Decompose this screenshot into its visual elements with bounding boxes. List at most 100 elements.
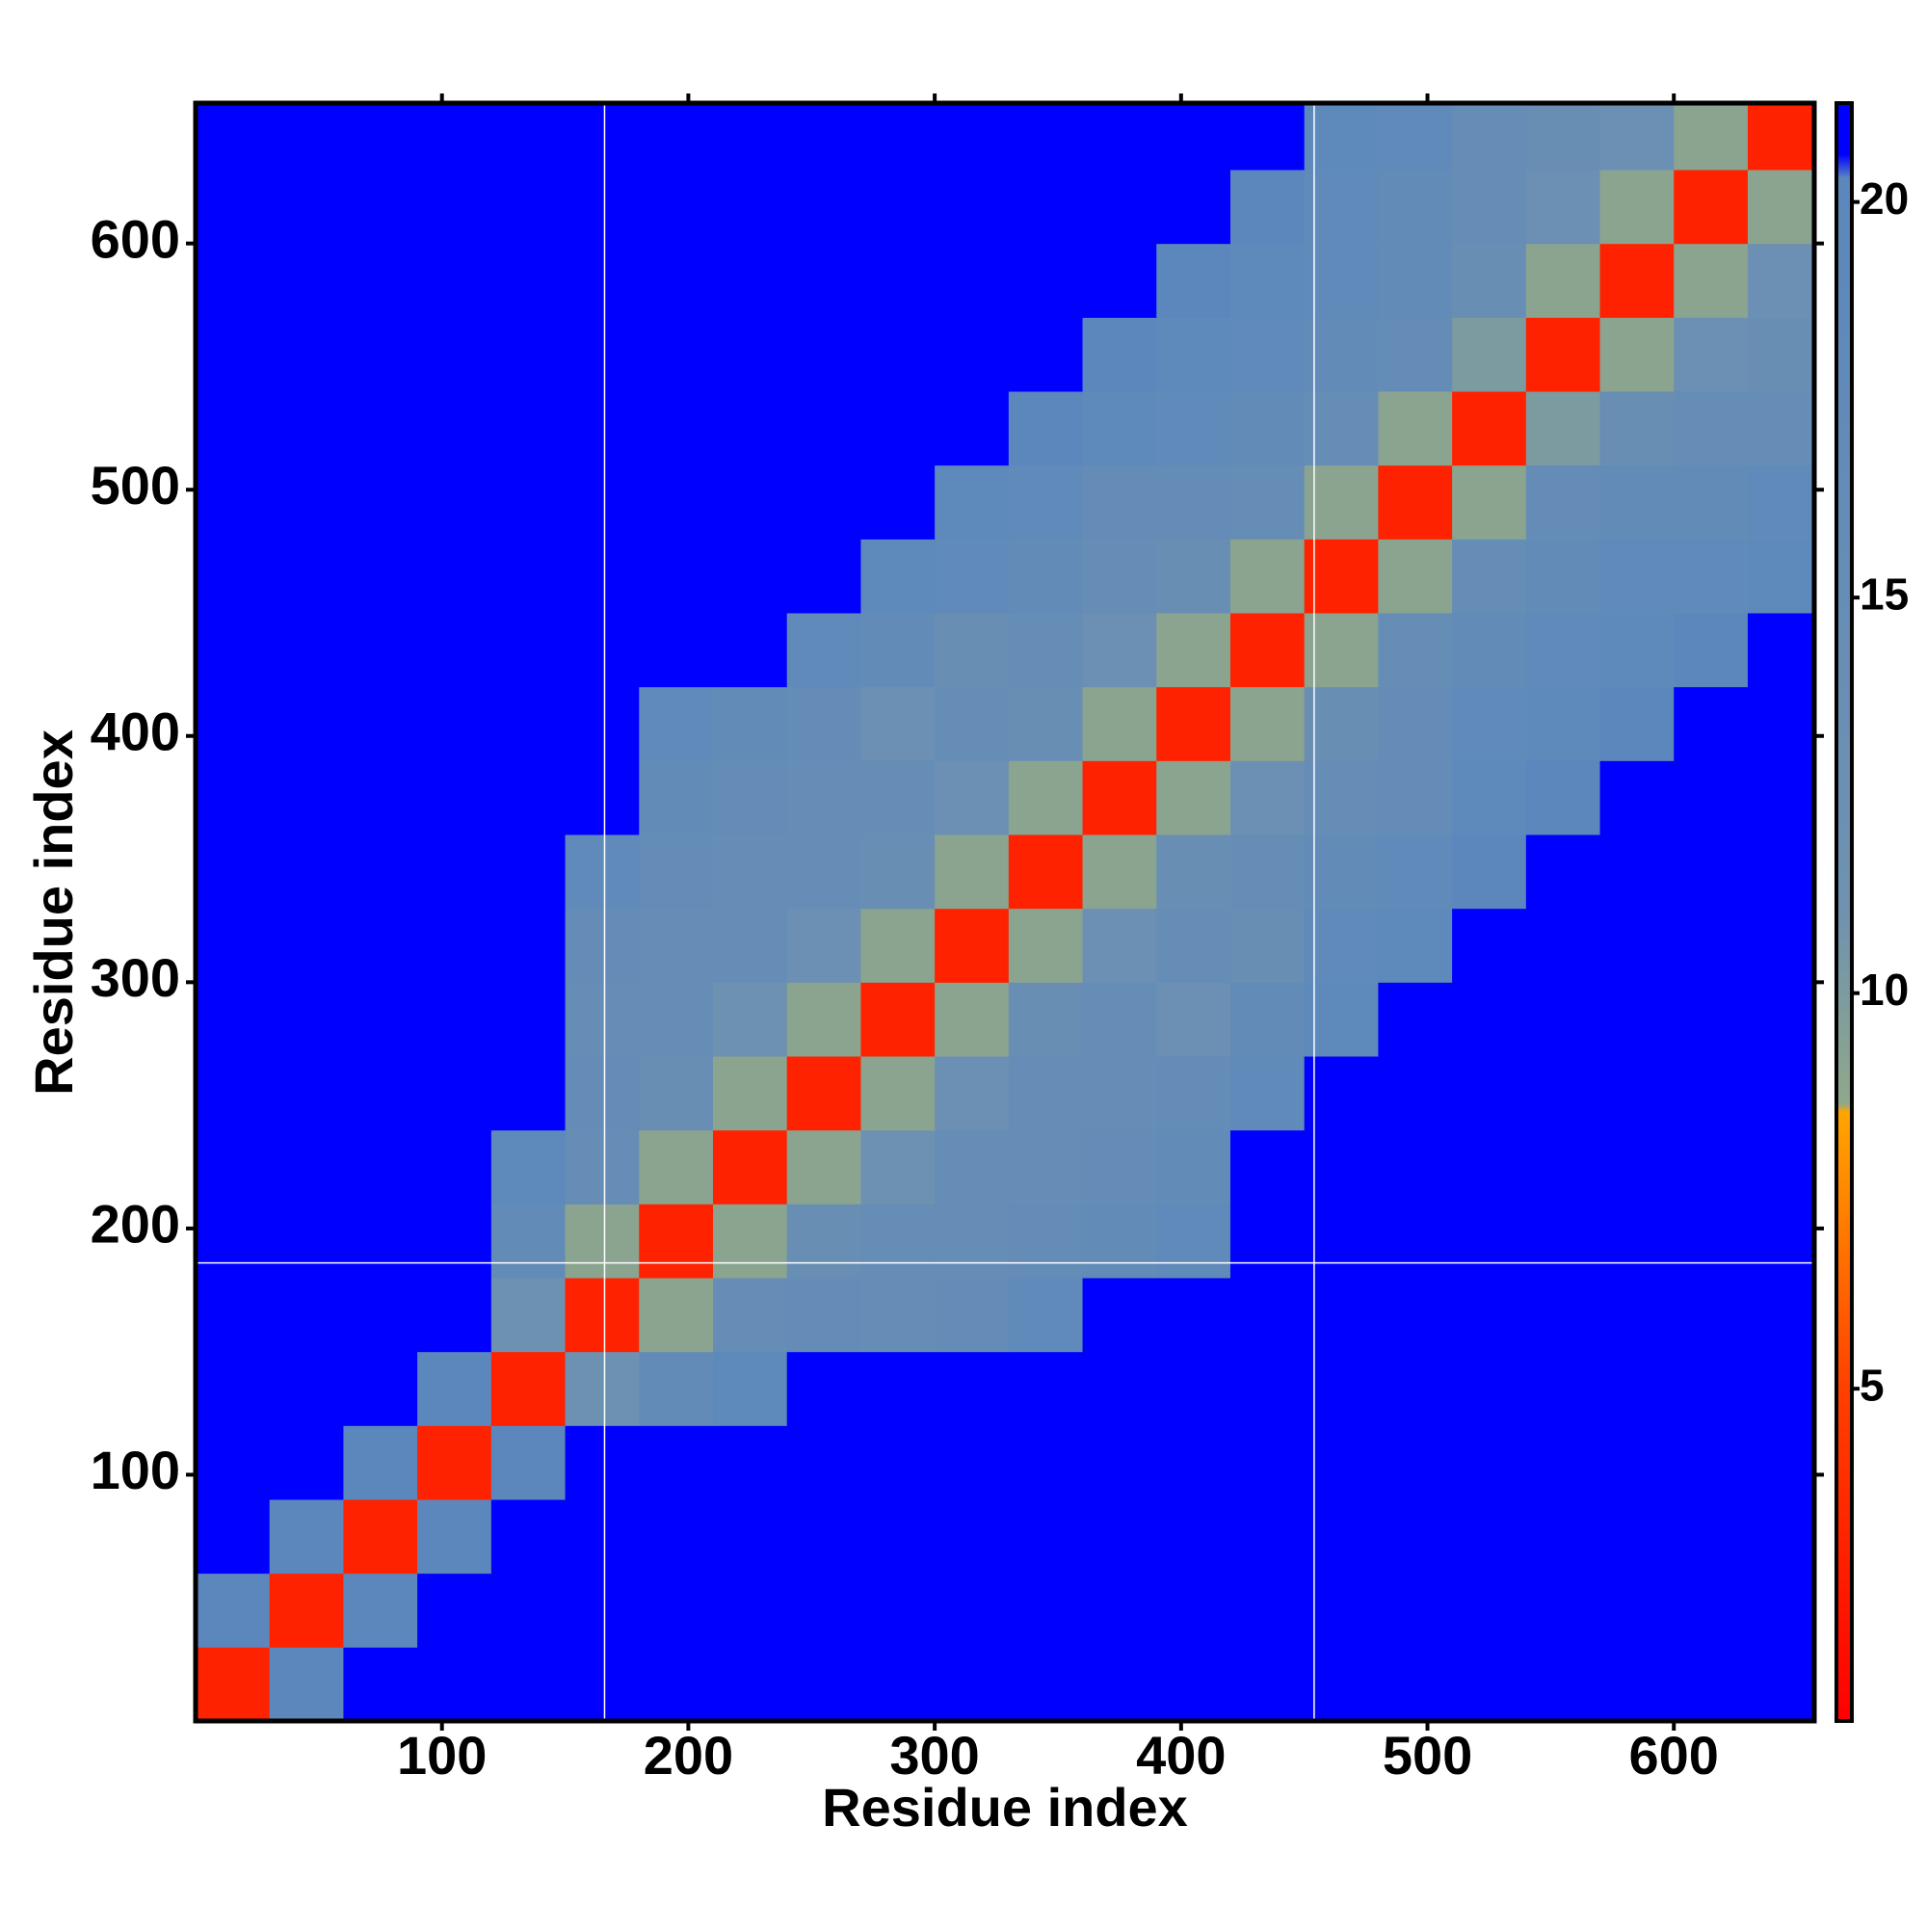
cell: [1378, 243, 1453, 318]
cell: [1747, 170, 1814, 245]
cell: [269, 1573, 344, 1648]
cell: [712, 1129, 788, 1204]
cell: [1525, 908, 1601, 983]
cell: [1674, 464, 1749, 540]
cell: [565, 613, 640, 688]
cell: [1229, 539, 1306, 614]
cell: [490, 1129, 567, 1204]
cell: [786, 1647, 861, 1721]
cell: [1525, 464, 1601, 540]
cell: [196, 908, 271, 983]
cell: [639, 1351, 714, 1426]
x-tick-label: 500: [1383, 1725, 1472, 1786]
cell: [639, 1056, 714, 1131]
cell: [712, 170, 788, 245]
cell: [935, 613, 1010, 688]
cell: [1304, 539, 1379, 614]
x-tick-label: 400: [1136, 1725, 1226, 1786]
cell: [1008, 317, 1084, 392]
cell: [343, 1204, 418, 1279]
cell: [490, 170, 567, 245]
cell: [1082, 539, 1157, 614]
cell: [1525, 539, 1601, 614]
cell: [1525, 982, 1601, 1057]
cell: [1747, 1056, 1814, 1131]
cell: [712, 243, 788, 318]
cell: [1452, 1278, 1527, 1353]
cell: [1599, 1278, 1675, 1353]
cell: [786, 1129, 861, 1204]
cell: [1378, 1278, 1453, 1353]
colorbar-tick-label: 15: [1860, 569, 1909, 619]
cell: [1156, 1573, 1231, 1648]
cell: [1156, 317, 1231, 392]
colorbar-tick-label: 20: [1860, 173, 1909, 224]
cell: [417, 1573, 492, 1648]
cell: [417, 317, 492, 392]
cell: [860, 391, 936, 466]
cell: [1082, 908, 1157, 983]
cell: [712, 760, 788, 835]
x-tick-label: 100: [397, 1725, 487, 1786]
cell: [490, 464, 567, 540]
cell: [1525, 317, 1601, 392]
cell: [1082, 1425, 1157, 1500]
cell: [1452, 539, 1527, 614]
cell: [1525, 1573, 1601, 1648]
cell: [1156, 1204, 1231, 1279]
cell: [269, 103, 344, 171]
cell: [1378, 464, 1453, 540]
cell: [1599, 613, 1675, 688]
cell: [1452, 1573, 1527, 1648]
cell: [196, 1573, 271, 1648]
cell: [565, 1425, 640, 1500]
cell: [417, 1647, 492, 1721]
cell: [269, 908, 344, 983]
colorbar-tick-label: 10: [1860, 965, 1909, 1015]
cell: [196, 1278, 271, 1353]
cell: [1229, 908, 1306, 983]
cell: [860, 613, 936, 688]
cell: [935, 170, 1010, 245]
cell: [1082, 464, 1157, 540]
cell: [1452, 1351, 1527, 1426]
cell: [860, 1351, 936, 1426]
cell: [1229, 613, 1306, 688]
cell: [1378, 539, 1453, 614]
cell: [712, 982, 788, 1057]
x-tick-label: 200: [644, 1725, 733, 1786]
cell: [860, 1573, 936, 1648]
cell: [417, 982, 492, 1057]
cell: [1304, 170, 1379, 245]
cell: [417, 170, 492, 245]
cell: [935, 1056, 1010, 1131]
cell: [639, 243, 714, 318]
cell: [343, 103, 418, 171]
cell: [935, 1278, 1010, 1353]
cell: [1674, 1056, 1749, 1131]
cell: [1229, 1056, 1306, 1131]
cell: [935, 1204, 1010, 1279]
cell: [1229, 1204, 1306, 1279]
cell: [1008, 1278, 1084, 1353]
cell: [935, 1647, 1010, 1721]
cell: [1156, 613, 1231, 688]
cell: [1378, 317, 1453, 392]
cell: [1525, 1647, 1601, 1721]
cell: [712, 103, 788, 171]
cell: [1378, 1204, 1453, 1279]
cell: [712, 834, 788, 910]
cell: [1008, 908, 1084, 983]
cell: [935, 391, 1010, 466]
cell: [490, 613, 567, 688]
cell: [786, 686, 861, 761]
cell: [343, 1573, 418, 1648]
cell: [1452, 243, 1527, 318]
cell: [490, 1499, 567, 1575]
cell: [1747, 982, 1814, 1057]
cell: [1599, 1204, 1675, 1279]
y-tick-label: 100: [91, 1440, 180, 1500]
cell: [1599, 464, 1675, 540]
cell: [1304, 908, 1379, 983]
